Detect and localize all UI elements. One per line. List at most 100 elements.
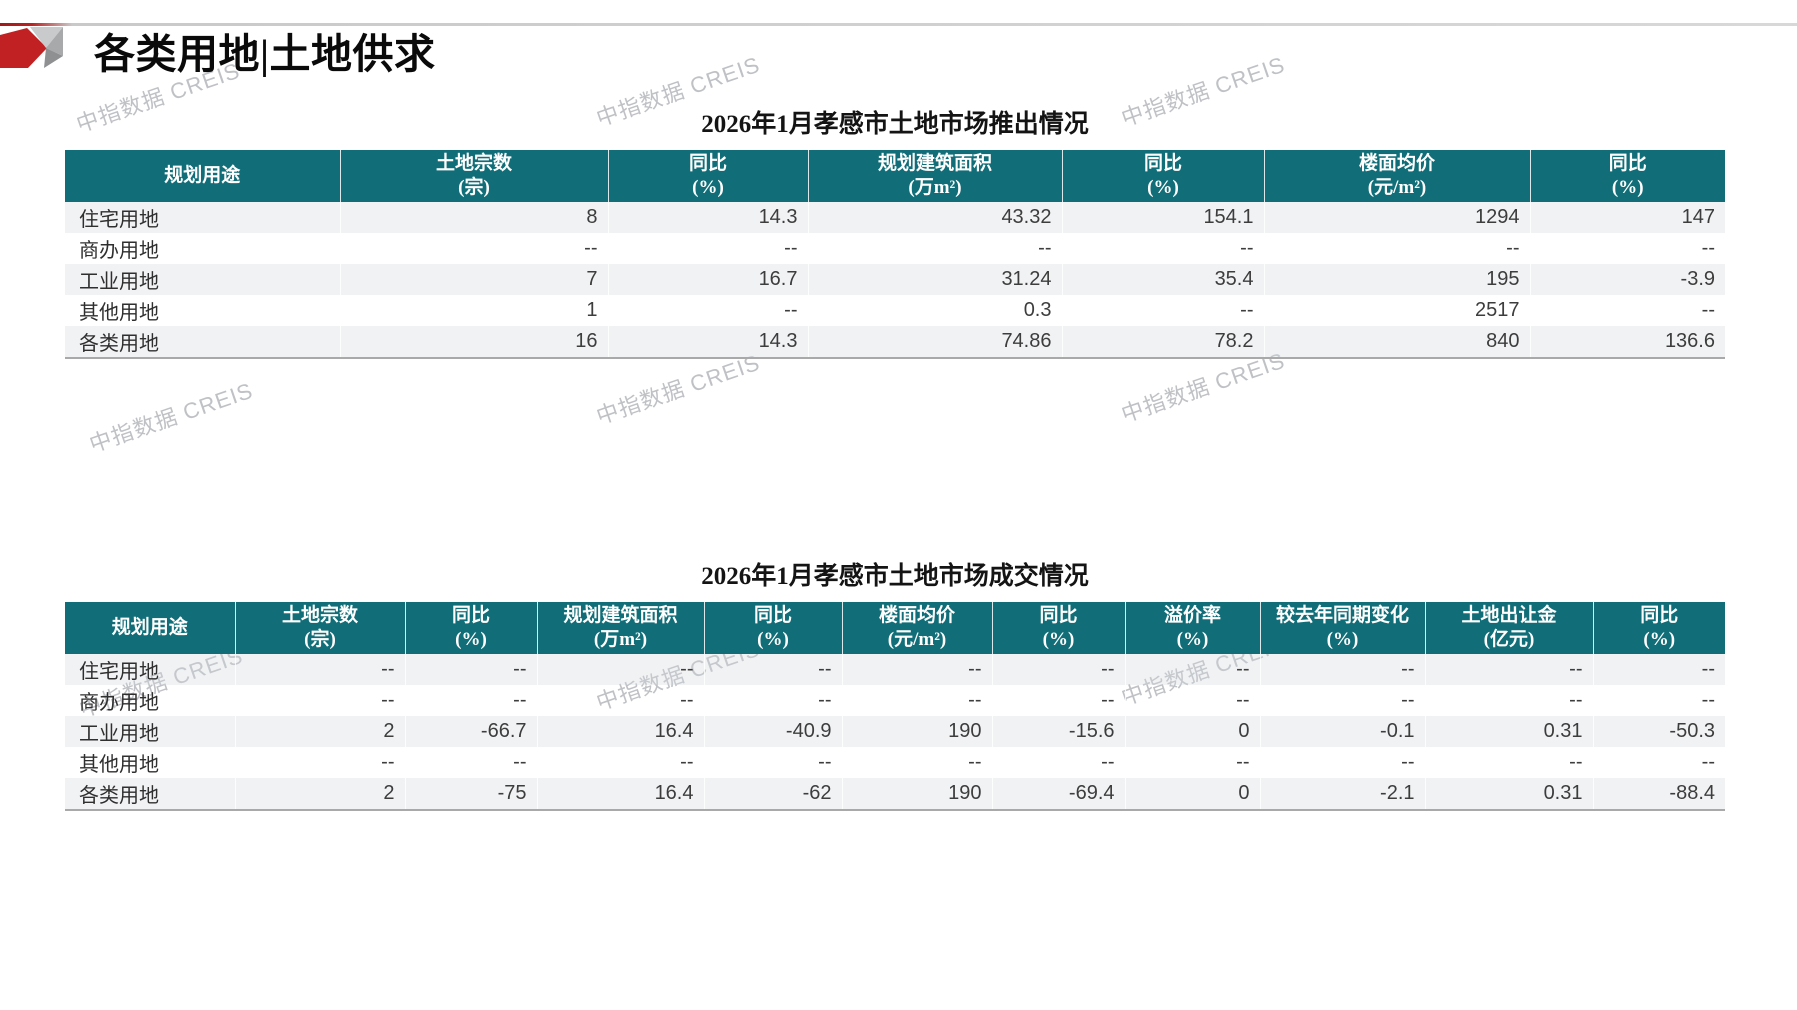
cell-value: --	[1425, 685, 1594, 716]
deal-table-section: 2026年1月孝感市土地市场成交情况 规划用途 土地宗数 (宗) 同比 (%) 规划建筑面…	[65, 562, 1725, 811]
cell-value: 7	[340, 264, 609, 295]
table-row: 住宅用地 -- -- -- -- -- -- -- -- -- --	[65, 654, 1725, 685]
cell-value: --	[1062, 295, 1265, 326]
cell-value: --	[235, 654, 406, 685]
cell-value: -66.7	[405, 716, 538, 747]
cell-value: --	[1260, 747, 1426, 778]
cell-value: -3.9	[1530, 264, 1725, 295]
table-row: 工业用地 7 16.7 31.24 35.4 195 -3.9	[65, 264, 1725, 295]
cell-value: --	[992, 747, 1126, 778]
header-row: 规划用途 土地宗数 (宗) 同比 (%) 规划建筑面积 (万m²) 同比 (%) 楼面均价 (元/m…	[65, 602, 1725, 654]
cell-value: 2	[235, 716, 406, 747]
column-header: 同比 (%)	[608, 150, 809, 202]
column-header: 规划建筑面积 (万m²)	[808, 150, 1063, 202]
column-header: 楼面均价 (元/m²)	[1264, 150, 1531, 202]
cell-value: --	[808, 233, 1063, 264]
deal-table: 规划用途 土地宗数 (宗) 同比 (%) 规划建筑面积 (万m²) 同比 (%) 楼面均价 (元/m…	[65, 602, 1725, 811]
cell-value: 14.3	[608, 202, 809, 233]
cell-value: --	[537, 747, 705, 778]
cell-value: 154.1	[1062, 202, 1265, 233]
table-row: 其他用地 -- -- -- -- -- -- -- -- -- --	[65, 747, 1725, 778]
cell-value: --	[1125, 654, 1261, 685]
cell-value: 0	[1125, 716, 1261, 747]
column-header: 同比 (%)	[704, 602, 843, 654]
cell-value: 35.4	[1062, 264, 1265, 295]
creis-logo-icon	[0, 27, 63, 68]
cell-value: 31.24	[808, 264, 1063, 295]
cell-value: 78.2	[1062, 326, 1265, 359]
cell-value: --	[1701, 751, 1715, 773]
column-header: 土地出让金 (亿元)	[1425, 602, 1594, 654]
cell-value: --	[1425, 747, 1594, 778]
cell-value: --	[537, 654, 705, 685]
cell-value: 195	[1264, 264, 1531, 295]
table-row: 其他用地 1 -- 0.3 -- 2517 --	[65, 295, 1725, 326]
cell-value: --	[1701, 299, 1715, 321]
cell-value: 74.86	[808, 326, 1063, 359]
table-row: 工业用地 2 -66.7 16.4 -40.9 190 -15.6 0 -0.1 0.31 -50.…	[65, 716, 1725, 747]
row-label: 各类用地	[65, 326, 341, 359]
row-label: 住宅用地	[65, 202, 341, 233]
cell-value: --	[1701, 237, 1715, 259]
cell-value: 147	[1530, 202, 1725, 233]
column-header: 楼面均价 (元/m²)	[842, 602, 993, 654]
column-header: 规划用途	[65, 150, 341, 202]
cell-value: --	[340, 233, 609, 264]
table-row: 商办用地 -- -- -- -- -- --	[65, 233, 1725, 264]
cell-value: 43.32	[808, 202, 1063, 233]
top-rule	[0, 23, 1797, 26]
cell-value: --	[405, 685, 538, 716]
cell-value: --	[842, 654, 993, 685]
cell-value: 0.31	[1425, 716, 1594, 747]
deal-table-title: 2026年1月孝感市土地市场成交情况	[701, 563, 1089, 590]
column-header: 规划用途	[65, 602, 236, 654]
cell-value: 1	[340, 295, 609, 326]
table-row: 住宅用地 8 14.3 43.32 154.1 1294 147	[65, 202, 1725, 233]
cell-value: -69.4	[992, 778, 1126, 811]
column-header: 土地宗数 (宗)	[340, 150, 609, 202]
cell-value: -88.4	[1593, 778, 1725, 811]
table-row: 各类用地 16 14.3 74.86 78.2 840 136.6	[65, 326, 1725, 359]
cell-value: 136.6	[1530, 326, 1725, 359]
cell-value: --	[405, 747, 538, 778]
cell-value: --	[235, 685, 406, 716]
cell-value: --	[842, 747, 993, 778]
column-header: 溢价率 (%)	[1125, 602, 1261, 654]
cell-value: --	[704, 654, 843, 685]
row-label: 商办用地	[65, 685, 236, 716]
cell-value: -15.6	[992, 716, 1126, 747]
cell-value: --	[235, 747, 406, 778]
cell-value: --	[704, 747, 843, 778]
cell-value: 190	[842, 778, 993, 811]
row-label: 其他用地	[65, 295, 341, 326]
table-row: 商办用地 -- -- -- -- -- -- -- -- -- --	[65, 685, 1725, 716]
cell-value: --	[1260, 654, 1426, 685]
cell-value: -40.9	[704, 716, 843, 747]
cell-value: 16.4	[537, 716, 705, 747]
cell-value: --	[1701, 689, 1715, 711]
cell-value: --	[1264, 233, 1531, 264]
cell-value: -62	[704, 778, 843, 811]
watermark: 中指数据 CREIS	[86, 377, 257, 458]
cell-value: -2.1	[1260, 778, 1426, 811]
column-header: 规划建筑面积 (万m²)	[537, 602, 705, 654]
cell-value: -50.3	[1593, 716, 1725, 747]
cell-value: --	[1260, 685, 1426, 716]
cell-value: 16.4	[537, 778, 705, 811]
cell-value: --	[537, 685, 705, 716]
cell-value: --	[405, 654, 538, 685]
cell-value: 0.3	[808, 295, 1063, 326]
column-header: 较去年同期变化 (%)	[1260, 602, 1426, 654]
cell-value: 2517	[1264, 295, 1531, 326]
cell-value: --	[992, 654, 1126, 685]
launch-table: 规划用途 土地宗数 (宗) 同比 (%) 规划建筑面积 (万m²) 同比 (%) 楼面均价 (元/m…	[65, 150, 1725, 359]
row-label: 各类用地	[65, 778, 236, 811]
cell-value: 0.31	[1425, 778, 1594, 811]
cell-value: --	[1125, 685, 1261, 716]
row-label: 工业用地	[65, 264, 341, 295]
table-row: 各类用地 2 -75 16.4 -62 190 -69.4 0 -2.1 0.31 -88.4	[65, 778, 1725, 811]
header-row: 规划用途 土地宗数 (宗) 同比 (%) 规划建筑面积 (万m²) 同比 (%) 楼面均价 (元/m…	[65, 150, 1725, 202]
column-header: 同比 (%)	[992, 602, 1126, 654]
cell-value: --	[704, 685, 843, 716]
cell-value: 1294	[1264, 202, 1531, 233]
